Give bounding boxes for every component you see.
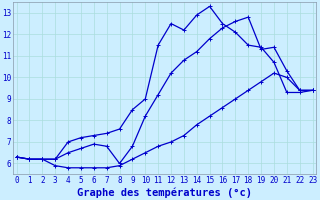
X-axis label: Graphe des températures (°c): Graphe des températures (°c) [77, 187, 252, 198]
